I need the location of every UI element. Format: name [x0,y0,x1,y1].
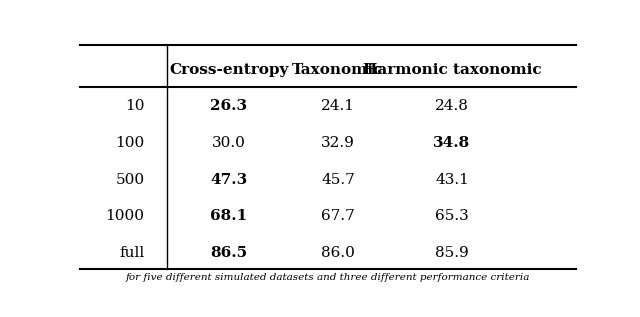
Text: 24.1: 24.1 [321,100,355,113]
Text: 47.3: 47.3 [210,173,248,187]
Text: 26.3: 26.3 [210,100,248,113]
Text: Cross-entropy: Cross-entropy [169,63,289,77]
Text: Harmonic taxonomic: Harmonic taxonomic [363,63,541,77]
Text: 30.0: 30.0 [212,136,246,150]
Text: Taxonomic: Taxonomic [292,63,383,77]
Text: 43.1: 43.1 [435,173,469,187]
Text: for five different simulated datasets and three different performance criteria: for five different simulated datasets an… [126,273,530,282]
Text: 86.5: 86.5 [210,246,248,260]
Text: 1000: 1000 [106,209,145,223]
Text: 86.0: 86.0 [321,246,355,260]
Text: 32.9: 32.9 [321,136,355,150]
Text: full: full [119,246,145,260]
Text: 65.3: 65.3 [435,209,469,223]
Text: 500: 500 [115,173,145,187]
Text: 68.1: 68.1 [210,209,248,223]
Text: 24.8: 24.8 [435,100,469,113]
Text: 100: 100 [115,136,145,150]
Text: 67.7: 67.7 [321,209,355,223]
Text: 85.9: 85.9 [435,246,469,260]
Text: 10: 10 [125,100,145,113]
Text: 45.7: 45.7 [321,173,355,187]
Text: 34.8: 34.8 [433,136,470,150]
